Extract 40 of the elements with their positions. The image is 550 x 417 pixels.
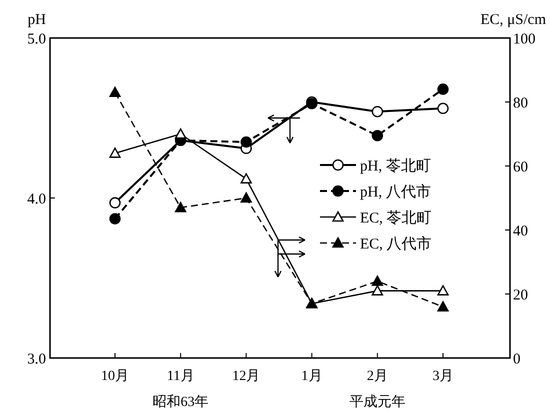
y2-tick-label: 80 [513,95,528,112]
y2-axis-title: EC, μS/cm [480,12,546,28]
point [240,173,252,184]
y2-tick-label: 100 [513,31,536,48]
legend-label: EC, 苓北町 [360,209,432,226]
point [437,285,449,296]
point [109,86,121,98]
point [109,213,121,224]
point [372,276,384,286]
point [437,84,449,95]
point [240,192,252,203]
point [372,285,384,296]
x-tick-label: 11月 [166,369,194,384]
x-tick-label: 2月 [366,369,388,384]
y2-tick-label: 60 [513,159,528,176]
y2-tick-label: 0 [513,351,520,368]
y2-tick-label: 20 [513,287,528,304]
legend-label: pH, 苓北町 [360,157,431,174]
x-tick-label: 1月 [301,369,322,384]
point [109,148,121,158]
point [437,301,449,312]
text: 昭和63年 [152,394,209,410]
y-tick-label: 5.0 [27,31,46,48]
point [109,197,121,208]
x-tick-label: 3月 [432,369,454,384]
y-tick-label: 4.0 [27,191,46,208]
point [372,130,384,142]
legend-label: EC, 八代市 [360,235,432,252]
point [174,128,186,139]
y2-tick-label: 40 [513,223,528,240]
y-tick-label: 3.0 [27,351,46,368]
x-tick-label: 12月 [232,369,260,384]
legend-label: pH, 八代市 [360,183,431,200]
x-tick-label: 10月 [101,369,129,384]
point [240,136,252,148]
point [174,202,186,212]
text: 平成元年 [349,394,406,410]
y-axis-title: pH [28,12,46,28]
point [437,102,449,114]
point [372,106,384,118]
